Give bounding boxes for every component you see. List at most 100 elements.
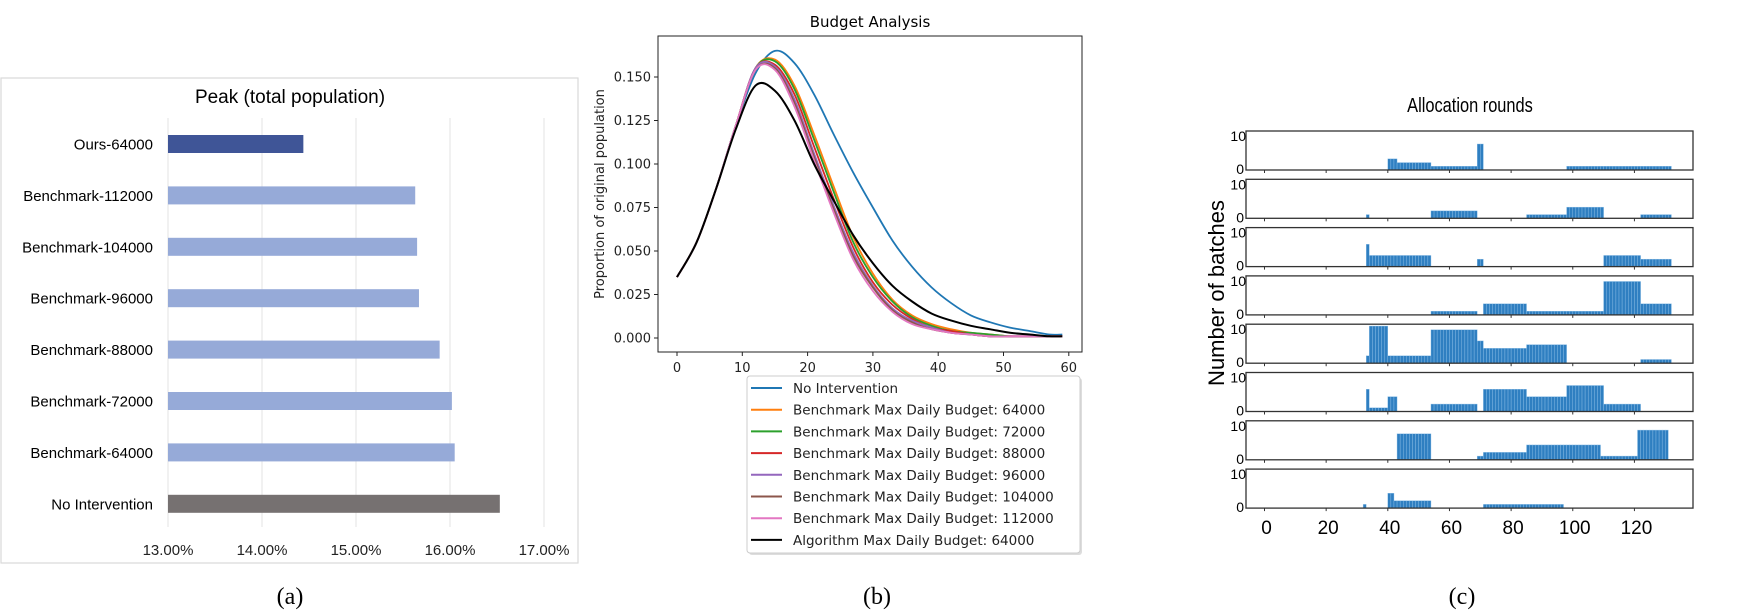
legend-label: Algorithm Max Daily Budget: 64000 <box>793 533 1034 549</box>
bar <box>1489 452 1493 461</box>
bar <box>1446 403 1450 412</box>
bar <box>1387 255 1392 267</box>
bar <box>1550 396 1555 412</box>
bar <box>1369 325 1373 364</box>
x-tick-label: 40 <box>930 361 947 376</box>
bar <box>1390 158 1395 171</box>
category-label: Benchmark-112000 <box>23 188 153 205</box>
bar <box>1446 329 1450 364</box>
bar <box>1418 255 1422 267</box>
bar <box>1443 403 1447 412</box>
legend-label: Benchmark Max Daily Budget: 72000 <box>793 424 1045 440</box>
subplot-frame <box>1245 226 1694 268</box>
bar <box>1492 389 1496 412</box>
bar <box>1424 500 1429 509</box>
series-line <box>676 82 1063 338</box>
bar <box>1618 403 1623 412</box>
bar <box>1477 340 1481 364</box>
bar <box>1443 210 1447 219</box>
bar <box>1628 281 1632 316</box>
bar <box>1427 355 1432 364</box>
bar <box>1634 255 1638 267</box>
bar <box>1378 325 1382 364</box>
bar <box>1566 385 1570 412</box>
bar <box>1584 206 1589 219</box>
bar <box>1591 444 1595 461</box>
bar <box>1554 444 1558 461</box>
subplot: 0 10 <box>1230 176 1694 225</box>
bar <box>1603 281 1607 316</box>
bar <box>1381 325 1385 364</box>
bar <box>1489 303 1493 316</box>
bar <box>1470 210 1475 219</box>
bar <box>1415 355 1419 364</box>
panel-c-allocation-rounds: Allocation rounds Number of batches 0100… <box>1204 93 1694 539</box>
x-tick-label: 40 <box>1379 518 1400 539</box>
bar <box>1418 433 1422 460</box>
bar <box>1440 403 1444 412</box>
bar <box>1366 244 1370 267</box>
x-tick-label: 50 <box>995 361 1012 376</box>
bar <box>1427 500 1432 509</box>
bar <box>1624 255 1629 267</box>
x-tick-label: 16.00% <box>425 542 476 559</box>
category-label: Benchmark-104000 <box>22 239 153 256</box>
bar <box>1538 444 1543 461</box>
bar <box>1464 210 1469 219</box>
bar <box>1393 255 1398 267</box>
bar <box>1609 281 1614 316</box>
bar <box>1480 340 1484 364</box>
bar <box>1452 329 1456 364</box>
bar <box>1446 210 1450 219</box>
bar <box>1643 303 1647 316</box>
bar <box>1412 433 1416 460</box>
bar <box>1578 206 1583 219</box>
bar <box>1384 255 1389 267</box>
y-tick-label: 0 <box>1236 403 1244 419</box>
bar <box>1523 389 1527 412</box>
bar <box>1461 210 1466 219</box>
bar <box>1510 348 1515 364</box>
bar <box>1544 444 1549 461</box>
legend-label: Benchmark Max Daily Budget: 104000 <box>793 490 1054 506</box>
bar <box>1603 255 1607 267</box>
bar <box>1495 452 1499 461</box>
bar <box>1436 403 1441 412</box>
bar <box>1507 303 1512 316</box>
subplot-frame <box>1245 323 1694 364</box>
y-tick-label: 0 <box>1236 258 1244 274</box>
bar <box>1483 452 1487 461</box>
bar <box>1433 210 1438 219</box>
series-line <box>676 60 1063 338</box>
bar <box>1624 281 1629 316</box>
bar <box>1523 348 1527 364</box>
bar <box>1652 258 1657 267</box>
bar <box>1492 303 1496 316</box>
y-tick-label: 10 <box>1230 370 1246 386</box>
bar <box>1618 281 1623 316</box>
bar <box>1375 255 1379 267</box>
bar <box>1649 429 1654 461</box>
y-tick-label: 10 <box>1230 273 1246 289</box>
bar <box>1526 396 1530 412</box>
category-label: Benchmark-88000 <box>30 342 153 359</box>
y-tick-label: 0.150 <box>614 71 651 86</box>
bar <box>1517 303 1521 316</box>
bar <box>1409 255 1413 267</box>
legend-box <box>746 375 1081 554</box>
bar <box>1421 355 1426 364</box>
bar <box>1612 281 1617 316</box>
bar <box>1470 329 1475 364</box>
bar <box>1440 210 1444 219</box>
bar <box>1520 348 1524 364</box>
bar <box>1665 303 1669 316</box>
category-label: Benchmark-96000 <box>30 291 153 308</box>
bar <box>1381 255 1385 267</box>
legend-label: No Intervention <box>793 381 898 397</box>
bar <box>1634 403 1638 412</box>
bar <box>168 392 452 410</box>
bar <box>1473 403 1478 412</box>
y-tick-label: 0 <box>1236 306 1244 322</box>
bar <box>1661 258 1666 267</box>
subplot-frame <box>1245 130 1694 171</box>
